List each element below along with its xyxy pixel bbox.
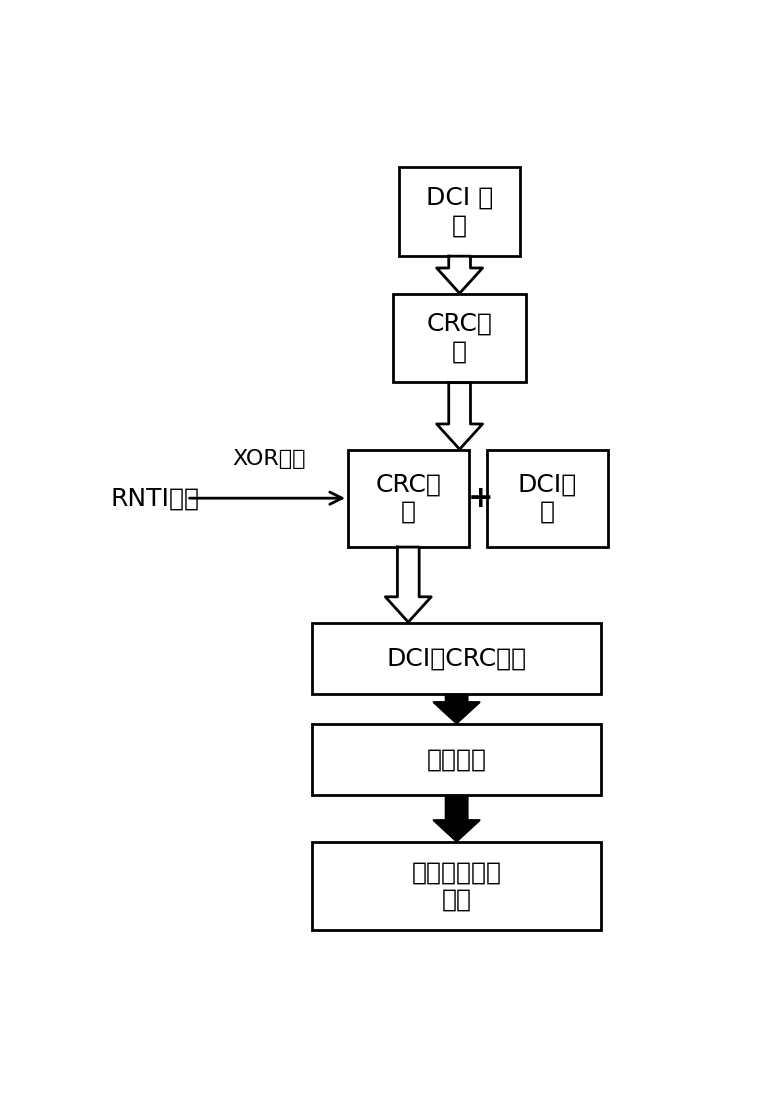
Bar — [399, 168, 520, 256]
Text: DCI信
息: DCI信 息 — [517, 472, 576, 525]
Text: CRC编
码: CRC编 码 — [427, 312, 492, 364]
Text: +: + — [468, 484, 494, 512]
Text: 调制、映射、
发送: 调制、映射、 发送 — [411, 860, 502, 912]
Text: XOR操作: XOR操作 — [233, 449, 306, 469]
Polygon shape — [386, 548, 432, 622]
Bar — [312, 842, 601, 931]
Polygon shape — [434, 796, 480, 841]
Bar — [312, 623, 601, 694]
Bar — [487, 450, 608, 546]
Bar — [393, 293, 526, 382]
Bar — [348, 450, 469, 546]
Polygon shape — [434, 694, 480, 724]
Polygon shape — [437, 256, 482, 293]
Text: 信道编码: 信道编码 — [427, 748, 487, 772]
Text: DCI 信
息: DCI 信 息 — [426, 185, 493, 238]
Text: RNTI信息: RNTI信息 — [111, 486, 199, 510]
Bar — [312, 724, 601, 795]
Text: DCI和CRC串接: DCI和CRC串接 — [386, 646, 527, 670]
Polygon shape — [437, 382, 482, 449]
Text: CRC信
息: CRC信 息 — [375, 472, 441, 525]
